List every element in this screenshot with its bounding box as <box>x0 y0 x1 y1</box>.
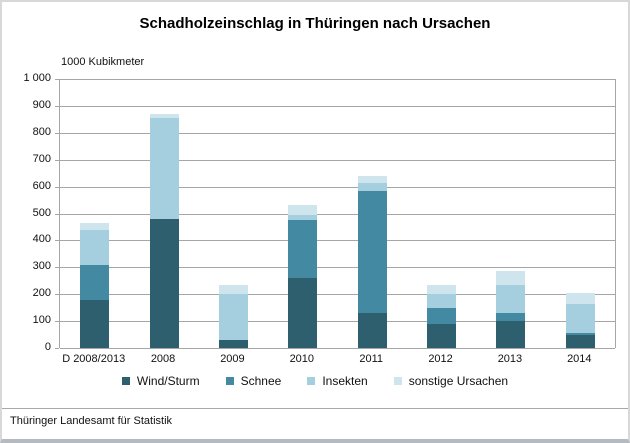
legend-label: sonstige Ursachen <box>408 374 509 388</box>
bar-segment <box>427 284 457 295</box>
legend-swatch <box>225 377 234 385</box>
y-axis-tick <box>55 240 59 242</box>
y-axis-tick <box>55 105 59 107</box>
legend-item: Insekten <box>307 374 368 388</box>
gridline <box>60 240 615 242</box>
gridline <box>60 79 615 80</box>
legend-label: Insekten <box>322 374 368 388</box>
y-axis-tick-label: 300 <box>32 260 51 273</box>
bar-segment <box>288 278 318 348</box>
bar-segment <box>288 220 318 279</box>
gridline <box>60 267 615 269</box>
x-axis-category-label: 2012 <box>428 353 453 365</box>
bar-segment <box>496 284 526 314</box>
gridline <box>60 159 615 161</box>
bar-segment <box>80 299 110 348</box>
y-axis-tick-label: 400 <box>32 233 51 246</box>
y-axis-tick-label: 100 <box>32 314 51 327</box>
gridline <box>60 294 615 296</box>
gridline <box>60 132 615 134</box>
bar-segment <box>427 307 457 324</box>
bar-segment <box>357 190 387 314</box>
bar-segment <box>496 271 526 285</box>
bar-segment <box>80 222 110 230</box>
bar-segment <box>565 292 595 304</box>
chart-legend: Wind/Sturm Schnee Insekten sonstige Ursache… <box>2 374 628 388</box>
bar-segment <box>149 118 179 219</box>
bar-segment <box>427 323 457 348</box>
gridline <box>60 321 615 323</box>
bar-segment <box>80 229 110 265</box>
x-axis-category-label: D 2008/2013 <box>62 353 126 365</box>
y-axis-tick <box>55 294 59 296</box>
legend-item: Schnee <box>225 374 282 388</box>
legend-label: Schnee <box>240 374 282 388</box>
bar-segment <box>357 313 387 348</box>
x-axis-category-label: 2014 <box>567 353 592 365</box>
y-axis-tick-label: 700 <box>32 152 51 165</box>
bar-segment <box>565 333 595 335</box>
y-axis-tick <box>55 186 59 188</box>
y-axis-tick-label: 900 <box>32 98 51 111</box>
x-axis-category-label: 2008 <box>150 353 176 365</box>
bar-segment <box>149 218 179 348</box>
y-axis-tick-label: 500 <box>32 206 51 219</box>
y-axis-tick <box>55 267 59 269</box>
bar-segment <box>218 294 248 340</box>
x-axis-category-label: 2010 <box>289 353 315 365</box>
bar-segment <box>496 313 526 322</box>
bar-segment <box>565 334 595 348</box>
bar-segment <box>427 294 457 308</box>
y-axis-tick <box>55 321 59 323</box>
gridline <box>60 186 615 188</box>
bar-segment <box>149 113 179 118</box>
y-axis-tick-label: 600 <box>32 179 51 192</box>
y-axis-tick <box>55 79 59 80</box>
bar-segment <box>496 321 526 348</box>
y-axis-tick-label: 800 <box>32 125 51 138</box>
bar-segment <box>357 175 387 183</box>
footer-divider <box>2 408 628 409</box>
gridline <box>60 348 615 349</box>
legend-swatch <box>121 377 130 385</box>
chart-title: Schadholzeinschlag in Thüringen nach Urs… <box>139 15 491 32</box>
legend-item: Wind/Sturm <box>121 374 200 388</box>
y-axis-tick-label: 200 <box>32 287 51 300</box>
x-axis-category-label: 2009 <box>220 353 245 365</box>
y-axis-tick <box>55 348 59 349</box>
legend-swatch <box>393 377 402 385</box>
legend-label: Wind/Sturm <box>136 374 200 388</box>
bar-segment <box>218 339 248 348</box>
bar-segment <box>288 205 318 215</box>
gridline <box>60 105 615 107</box>
y-axis-tick-label: 0 <box>44 341 51 353</box>
bar-segment <box>565 303 595 334</box>
x-axis-category-label: 2011 <box>359 353 384 365</box>
y-axis-tick <box>55 159 59 161</box>
bar-segment <box>288 214 318 221</box>
gridline <box>60 213 615 215</box>
legend-swatch <box>307 377 316 385</box>
bar-segment <box>218 284 248 295</box>
bar-segment <box>80 264 110 300</box>
legend-item: sonstige Ursachen <box>393 374 509 388</box>
source-text: Thüringer Landesamt für Statistik <box>10 415 173 427</box>
y-axis-tick <box>55 132 59 134</box>
x-axis-category-label: 2013 <box>497 353 523 365</box>
y-axis-unit-label: 1000 Kubikmeter <box>61 56 145 68</box>
bar-segment <box>357 182 387 191</box>
y-axis-tick <box>55 213 59 215</box>
y-axis-tick-label: 1 000 <box>23 72 51 84</box>
plot-area <box>59 79 616 349</box>
